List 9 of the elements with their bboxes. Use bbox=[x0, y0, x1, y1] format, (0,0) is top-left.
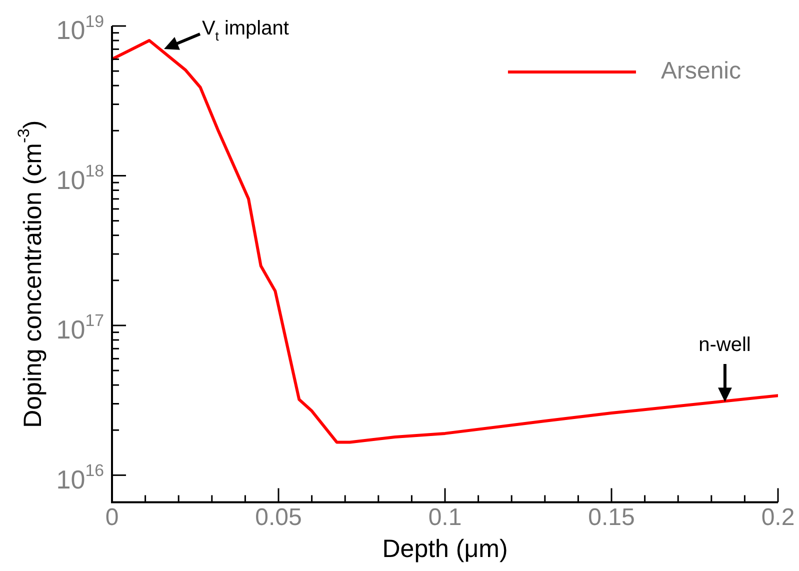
x-tick-label: 0.2 bbox=[761, 504, 795, 532]
x-tick-label: 0 bbox=[105, 504, 119, 532]
x-tick-label: 0.1 bbox=[428, 504, 462, 532]
annotation: n-well bbox=[698, 334, 751, 356]
x-tick-label: 0.05 bbox=[255, 504, 302, 532]
y-axis-title: Doping concentration (cm-3) bbox=[14, 120, 47, 428]
text: Arsenic bbox=[660, 58, 742, 85]
x-tick-label: 0.15 bbox=[588, 504, 635, 532]
x-axis-title: Depth (μm) bbox=[382, 534, 508, 563]
